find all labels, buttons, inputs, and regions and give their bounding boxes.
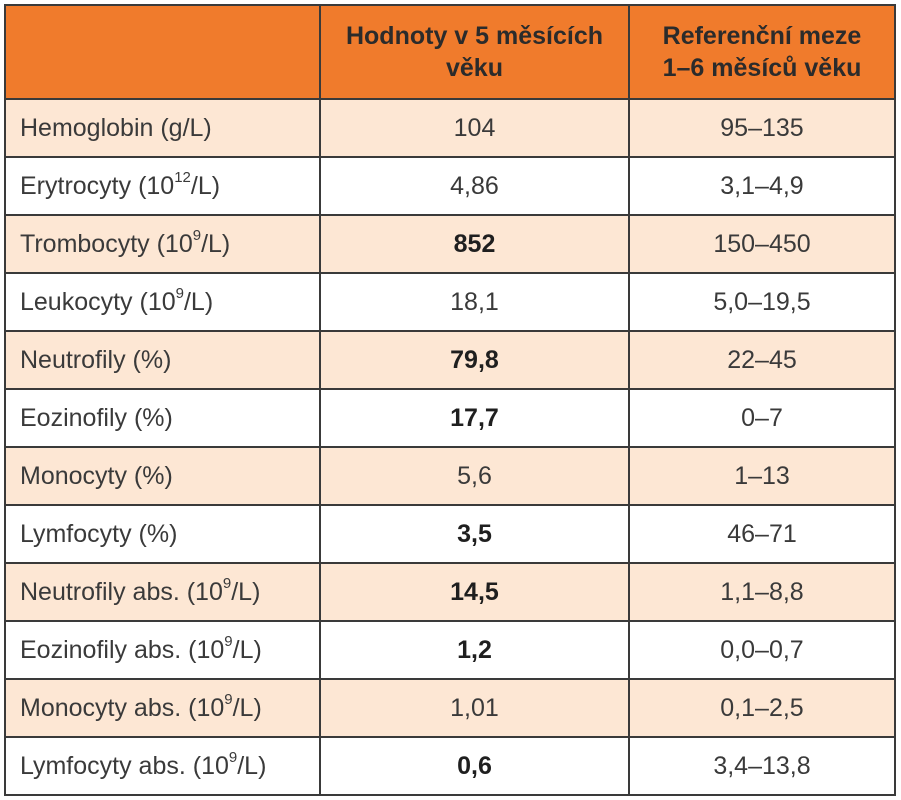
table-row: Monocyty abs. (109/L) 1,01 0,1–2,5 <box>4 678 896 738</box>
table-row: Neutrofily abs. (109/L) 14,5 1,1–8,8 <box>4 562 896 622</box>
header-reference-range: Referenční meze 1–6 měsíců věku <box>628 4 896 100</box>
reference-range: 95–135 <box>628 98 896 158</box>
parameter-name: Eozinofily (%) <box>4 388 321 448</box>
reference-range: 3,4–13,8 <box>628 736 896 796</box>
reference-range: 0–7 <box>628 388 896 448</box>
header-reference-line-2: 1–6 měsíců věku <box>662 54 862 82</box>
parameter-name: Leukocyty (109/L) <box>4 272 321 332</box>
parameter-name: Erytrocyty (1012/L) <box>4 156 321 216</box>
parameter-name: Lymfocyty abs. (109/L) <box>4 736 321 796</box>
measured-value: 0,6 <box>319 736 630 796</box>
reference-range: 3,1–4,9 <box>628 156 896 216</box>
parameter-name: Hemoglobin (g/L) <box>4 98 321 158</box>
header-reference-line-1: Referenční meze <box>662 22 862 50</box>
unit-suffix: /L) <box>232 693 262 722</box>
reference-range: 1–13 <box>628 446 896 506</box>
table-row: Eozinofily abs. (109/L) 1,2 0,0–0,7 <box>4 620 896 680</box>
measured-value: 1,2 <box>319 620 630 680</box>
parameter-name-text: Erytrocyty (10 <box>20 171 175 200</box>
reference-range: 22–45 <box>628 330 896 390</box>
measured-value: 79,8 <box>319 330 630 390</box>
header-values-5-months: Hodnoty v 5 měsících věku <box>319 4 630 100</box>
parameter-name: Neutrofily abs. (109/L) <box>4 562 321 622</box>
parameter-name-text: Lymfocyty (%) <box>20 519 178 548</box>
parameter-name-text: Lymfocyty abs. (10 <box>20 751 229 780</box>
measured-value: 852 <box>319 214 630 274</box>
reference-range: 150–450 <box>628 214 896 274</box>
table-row: Lymfocyty (%) 3,5 46–71 <box>4 504 896 564</box>
unit-exponent: 9 <box>222 575 232 593</box>
unit-exponent: 9 <box>192 227 202 245</box>
table-row: Eozinofily (%) 17,7 0–7 <box>4 388 896 448</box>
reference-range: 5,0–19,5 <box>628 272 896 332</box>
parameter-name: Neutrofily (%) <box>4 330 321 390</box>
parameter-name-text: Leukocyty (10 <box>20 287 176 316</box>
table-body: Hemoglobin (g/L) 104 95–135 Erytrocyty (101… <box>4 98 896 796</box>
parameter-name-text: Eozinofily (%) <box>20 403 173 432</box>
table-header-row: Hodnoty v 5 měsících věku Referenční mez… <box>4 4 896 100</box>
table-row: Monocyty (%) 5,6 1–13 <box>4 446 896 506</box>
unit-exponent: 9 <box>224 633 233 651</box>
header-parameter <box>4 4 321 100</box>
table-row: Neutrofily (%) 79,8 22–45 <box>4 330 896 390</box>
measured-value: 1,01 <box>319 678 630 738</box>
unit-suffix: /L) <box>190 171 221 200</box>
reference-range: 0,1–2,5 <box>628 678 896 738</box>
unit-suffix: /L) <box>183 287 214 316</box>
parameter-name-text: Trombocyty (10 <box>20 229 193 258</box>
measured-value: 4,86 <box>319 156 630 216</box>
parameter-name: Trombocyty (109/L) <box>4 214 321 274</box>
parameter-name: Monocyty (%) <box>4 446 321 506</box>
unit-exponent: 9 <box>224 691 233 709</box>
unit-suffix: /L) <box>201 229 231 258</box>
parameter-name-text: Neutrofily (%) <box>20 345 172 374</box>
parameter-name: Monocyty abs. (109/L) <box>4 678 321 738</box>
reference-range: 0,0–0,7 <box>628 620 896 680</box>
unit-suffix: /L) <box>237 751 267 780</box>
parameter-name: Eozinofily abs. (109/L) <box>4 620 321 680</box>
parameter-name-text: Monocyty (%) <box>20 461 173 490</box>
parameter-name: Lymfocyty (%) <box>4 504 321 564</box>
unit-exponent: 9 <box>175 285 184 303</box>
table-row: Hemoglobin (g/L) 104 95–135 <box>4 98 896 158</box>
header-values-line-1: Hodnoty v 5 měsících <box>345 22 604 50</box>
reference-range: 1,1–8,8 <box>628 562 896 622</box>
unit-exponent: 9 <box>228 749 238 767</box>
table-row: Trombocyty (109/L) 852 150–450 <box>4 214 896 274</box>
measured-value: 18,1 <box>319 272 630 332</box>
parameter-name-text: Hemoglobin (g/L) <box>20 113 212 142</box>
measured-value: 17,7 <box>319 388 630 448</box>
unit-suffix: /L) <box>231 577 261 606</box>
measured-value: 104 <box>319 98 630 158</box>
table-row: Erytrocyty (1012/L) 4,86 3,1–4,9 <box>4 156 896 216</box>
lab-results-table: Hodnoty v 5 měsících věku Referenční mez… <box>4 4 896 796</box>
measured-value: 14,5 <box>319 562 630 622</box>
table-row: Lymfocyty abs. (109/L) 0,6 3,4–13,8 <box>4 736 896 796</box>
parameter-name-text: Eozinofily abs. (10 <box>20 635 225 664</box>
reference-range: 46–71 <box>628 504 896 564</box>
unit-suffix: /L) <box>232 635 262 664</box>
table-row: Leukocyty (109/L) 18,1 5,0–19,5 <box>4 272 896 332</box>
header-values-line-2: věku <box>446 54 503 82</box>
parameter-name-text: Monocyty abs. (10 <box>20 693 225 722</box>
parameter-name-text: Neutrofily abs. (10 <box>20 577 223 606</box>
measured-value: 5,6 <box>319 446 630 506</box>
measured-value: 3,5 <box>319 504 630 564</box>
unit-exponent: 12 <box>174 169 191 187</box>
